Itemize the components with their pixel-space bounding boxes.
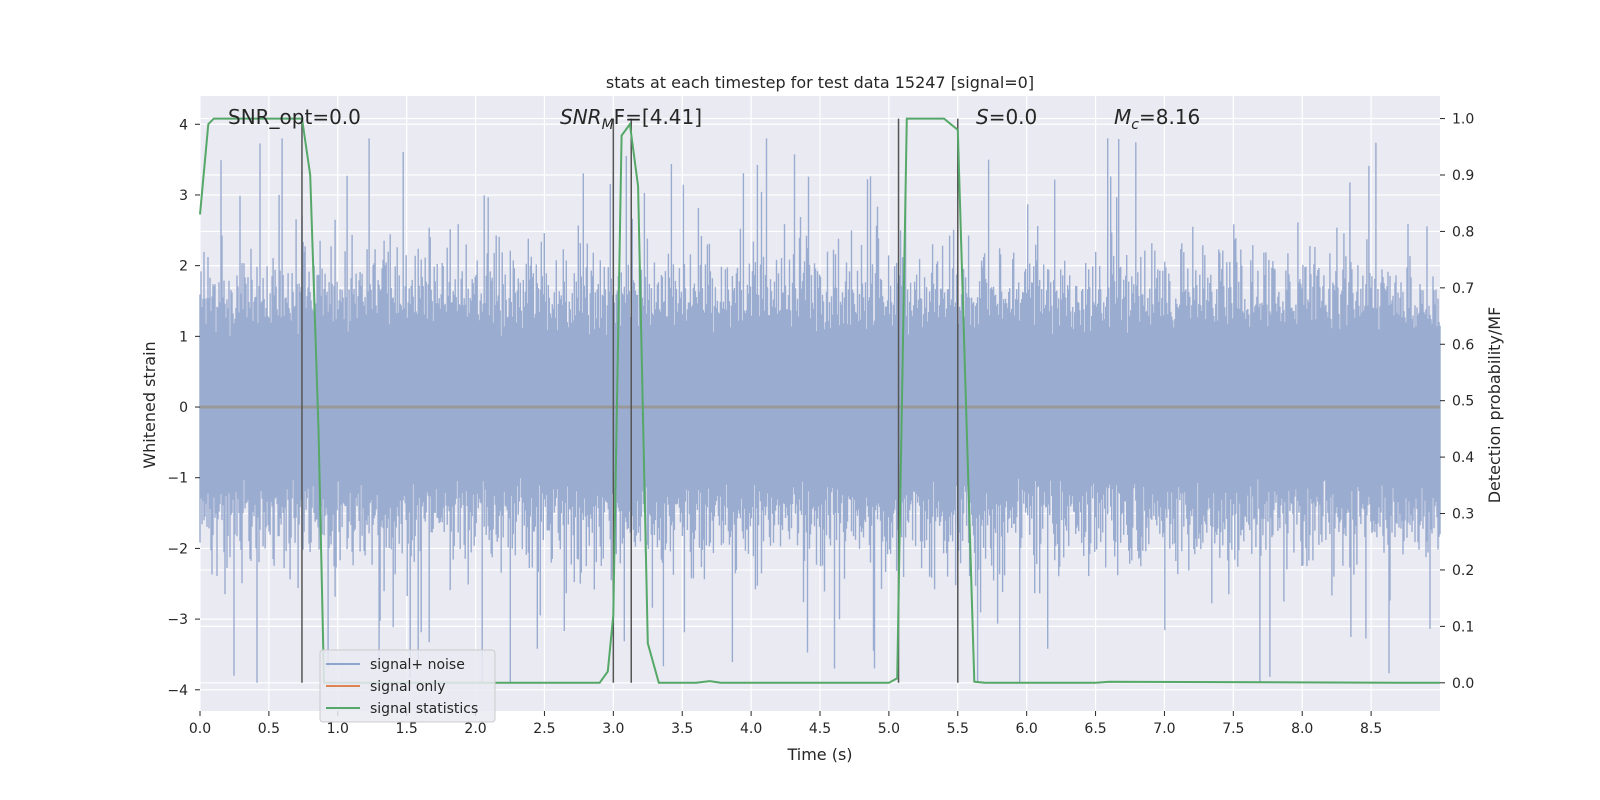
y-tick-label: −2	[167, 541, 188, 557]
y-right-tick-label: 0.7	[1452, 281, 1474, 297]
x-tick-label: 1.5	[396, 721, 418, 737]
legend-label-signal-only: signal only	[370, 679, 445, 695]
legend-box	[319, 649, 496, 723]
annotation-mc: Mc=8.16	[1114, 105, 1200, 133]
x-tick-label: 8.5	[1360, 721, 1382, 737]
x-tick-label: 2.0	[464, 721, 486, 737]
y-tick-label: 0	[179, 400, 188, 416]
x-tick-label: 6.0	[1016, 721, 1038, 737]
y-tick-label: −4	[167, 683, 188, 699]
x-tick-label: 4.0	[740, 721, 762, 737]
x-tick-label: 0.0	[189, 721, 211, 737]
x-tick-label: 5.0	[878, 721, 900, 737]
x-tick-label: 5.5	[947, 721, 969, 737]
y-tick-label: 3	[179, 188, 188, 204]
y-axis-label-left: Whitened strain	[140, 341, 159, 468]
x-tick-label: 6.5	[1084, 721, 1106, 737]
x-tick-label: 1.0	[327, 721, 349, 737]
y-right-tick-label: 1.0	[1452, 112, 1474, 128]
annotation-snr-opt: SNR_opt=0.0	[228, 105, 361, 129]
y-right-tick-label: 0.2	[1452, 563, 1474, 579]
legend-label-signal-noise: signal+ noise	[370, 657, 465, 673]
y-right-tick-label: 0.3	[1452, 507, 1474, 523]
series-signal-statistics	[199, 117, 1440, 684]
x-tick-label: 0.5	[258, 721, 280, 737]
y-right-tick-label: 0.4	[1452, 450, 1474, 466]
y-tick-label: −1	[167, 471, 188, 487]
y-tick-label: −3	[167, 612, 188, 628]
chart-title: stats at each timestep for test data 152…	[606, 73, 1034, 92]
y-tick-label: 2	[179, 259, 188, 275]
x-tick-label: 7.0	[1153, 721, 1175, 737]
y-right-tick-label: 0.5	[1452, 394, 1474, 410]
y-axis-ticks-left: 4 3 2 1 0 −1 −2 −3 −4	[167, 117, 200, 699]
annotation-snr-mf: SNRMF=[4.41]	[560, 105, 702, 133]
x-tick-label: 2.5	[533, 721, 555, 737]
x-tick-label: 3.5	[671, 721, 693, 737]
y-right-tick-label: 0.0	[1452, 676, 1474, 692]
y-right-tick-label: 0.8	[1452, 224, 1474, 240]
x-tick-label: 7.5	[1222, 721, 1244, 737]
x-axis-label: Time (s)	[786, 745, 852, 764]
y-axis-ticks-right: 1.0 0.9 0.8 0.7 0.6 0.5 0.4 0.3 0.2 0.1 0.0	[1440, 112, 1474, 692]
x-tick-label: 8.0	[1291, 721, 1313, 737]
y-right-tick-label: 0.9	[1452, 168, 1474, 184]
y-right-tick-label: 0.1	[1452, 619, 1474, 635]
x-tick-label: 3.0	[602, 721, 624, 737]
x-axis-ticks: 0.0 0.5 1.0 1.5 2.0 2.5 3.0 3.5 4.0 4.5 5.0 5.5 6.0 6…	[189, 711, 1382, 737]
x-tick-label: 4.5	[809, 721, 831, 737]
signal-statistics-line	[199, 117, 1440, 684]
legend: signal+ noise signal only signal statist…	[319, 649, 496, 723]
y-axis-label-right: Detection probability/MF	[1485, 307, 1504, 504]
annotation-s: S=0.0	[976, 105, 1037, 129]
y-right-tick-label: 0.6	[1452, 337, 1474, 353]
annotations: SNR_opt=0.0 SNRMF=[4.41] S=0.0 Mc=8.16	[228, 105, 1200, 133]
legend-label-signal-statistics: signal statistics	[370, 701, 478, 717]
y-tick-label: 4	[179, 117, 188, 133]
y-tick-label: 1	[179, 329, 188, 345]
